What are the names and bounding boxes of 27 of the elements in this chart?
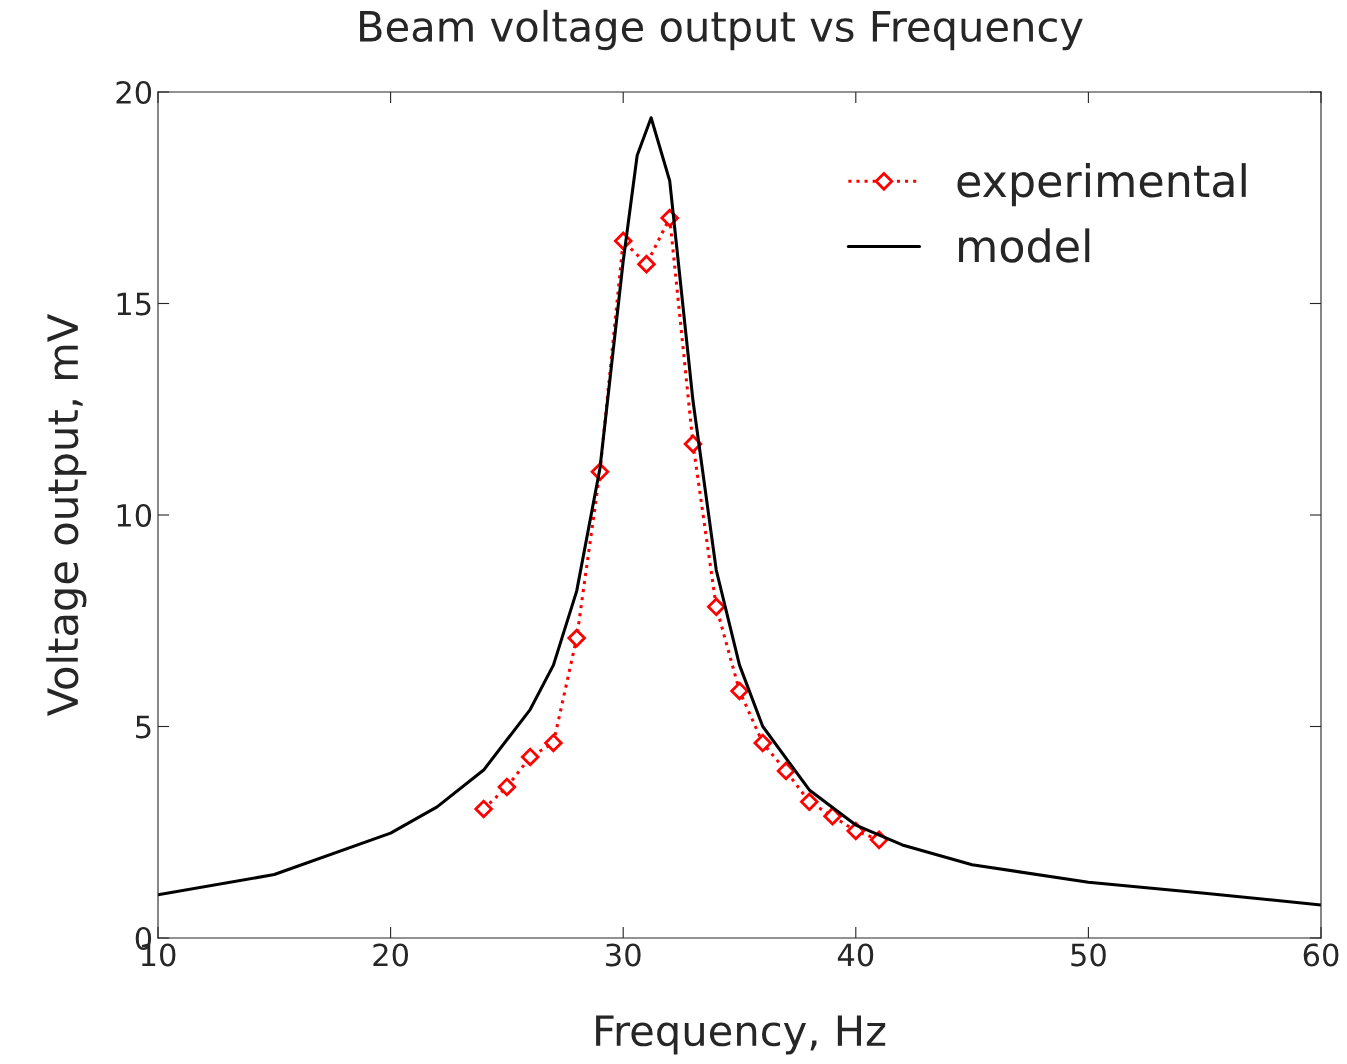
y-tick-label: 15 <box>117 292 151 316</box>
line-series <box>158 116 1321 907</box>
point <box>776 761 796 781</box>
point <box>800 792 819 812</box>
point <box>474 799 493 819</box>
legend-label: model <box>959 228 1090 263</box>
point <box>544 733 563 753</box>
point <box>637 254 656 274</box>
x-tick-label: 20 <box>373 943 409 967</box>
x-tick-label: 60 <box>1303 943 1339 967</box>
point <box>567 628 586 648</box>
chart-title: Beam voltage output vs Frequency <box>360 9 1083 51</box>
point <box>520 747 540 767</box>
legend-label: experimental <box>957 163 1246 207</box>
y-axis-title: Voltage output, mV <box>46 314 87 716</box>
x-tick-label: 30 <box>606 943 641 967</box>
point <box>753 733 773 753</box>
point <box>730 681 749 701</box>
x-tick-label: 50 <box>1071 943 1106 967</box>
y-tick-label: 10 <box>117 503 152 528</box>
x-axis-title: Frequency, Hz <box>596 1015 886 1055</box>
y-tick-label: 20 <box>116 80 152 105</box>
point <box>823 806 842 826</box>
x-tick-label: 40 <box>837 943 874 967</box>
point <box>497 777 517 797</box>
y-tick-label: 5 <box>136 715 151 739</box>
point <box>706 597 726 617</box>
